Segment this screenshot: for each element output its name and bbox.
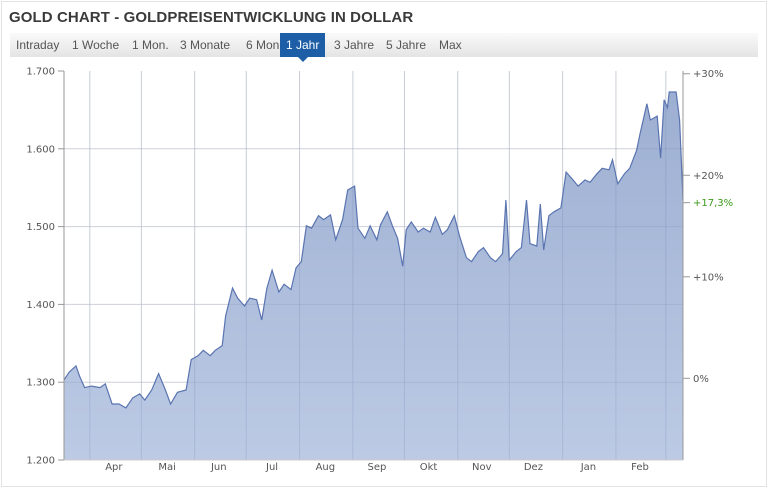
y-tick-label: 1.400 — [26, 300, 55, 311]
x-tick-label: Jul — [265, 462, 278, 473]
tab-3-jahre[interactable]: 3 Jahre — [334, 38, 375, 52]
page-title: GOLD CHART - GOLDPREISENTWICKLUNG IN DOL… — [9, 9, 414, 26]
x-tick-label: Sep — [368, 462, 387, 473]
x-tick-label: Jun — [210, 462, 227, 473]
tab-6-mon[interactable]: 6 Mon. — [246, 38, 283, 52]
tab-1-mon[interactable]: 1 Mon. — [132, 38, 169, 52]
tab-3-monate[interactable]: 3 Monate — [180, 38, 231, 52]
y2-tick-label: +10% — [693, 272, 724, 283]
y-tick-label: 1.700 — [26, 67, 55, 78]
y-tick-label: 1.300 — [26, 378, 55, 389]
tab-1-jahr[interactable]: 1 Jahr — [280, 33, 326, 62]
y-tick-label: 1.200 — [26, 456, 55, 467]
tab-max[interactable]: Max — [439, 38, 462, 52]
tab-5-jahre[interactable]: 5 Jahre — [386, 38, 427, 52]
tab-1-woche[interactable]: 1 Woche — [72, 38, 120, 52]
y2-tick-label: +30% — [693, 69, 724, 80]
price-line — [63, 91, 684, 409]
x-tick-label: Nov — [472, 462, 492, 473]
y-tick-label: 1.600 — [26, 144, 55, 155]
y2-tick-label: 0% — [693, 374, 709, 385]
price-area — [64, 92, 683, 460]
y-tick-label: 1.500 — [26, 222, 55, 233]
x-tick-label: Dez — [524, 462, 543, 473]
y2-tick-label: +20% — [693, 171, 724, 182]
x-tick-label: Mai — [158, 462, 176, 473]
current-change-label: +17,3% — [693, 198, 733, 209]
x-tick-label: Okt — [420, 462, 438, 473]
x-tick-label: Apr — [105, 462, 123, 473]
timerange-tabs: Intraday 1 Woche 1 Mon. 3 Monate 6 Mon. 1 Jah… — [10, 33, 758, 62]
x-tick-label: Jan — [580, 462, 596, 473]
x-tick-label: Aug — [316, 462, 336, 473]
x-tick-label: Feb — [631, 462, 649, 473]
tab-intraday[interactable]: Intraday — [16, 38, 60, 52]
